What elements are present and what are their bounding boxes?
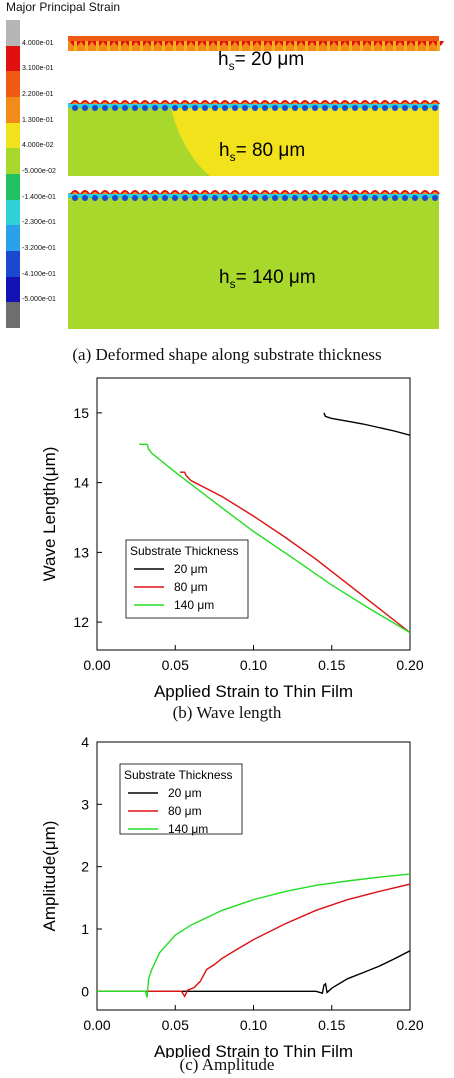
series-line — [179, 471, 410, 634]
label-140um: hs= 140 μm — [219, 267, 316, 291]
contour-swatch — [6, 71, 20, 97]
series-line — [97, 950, 410, 995]
legend-item-label: 80 μm — [168, 804, 202, 818]
contour-scale-label: 3.100e-01 — [22, 65, 54, 73]
chart-amplitude: 0.00 0.05 0.10 0.15 0.20 0 1 2 3 4 Applied Strain … — [40, 734, 424, 1058]
y-tick-label: 14 — [73, 475, 89, 491]
x-tick-label: 0.05 — [162, 657, 189, 673]
legend-item-label: 20 μm — [168, 786, 202, 800]
series-line — [139, 443, 410, 634]
x-tick-label: 0.20 — [396, 657, 423, 673]
model-140um — [68, 190, 440, 329]
y-tick-label: 3 — [81, 796, 89, 812]
y-axis-label: Wave Length(μm) — [40, 447, 59, 582]
y-tick-label: 1 — [81, 921, 89, 937]
contour-swatch — [6, 122, 20, 149]
label-20um: hs= 20 μm — [218, 49, 305, 73]
x-tick-label: 0.00 — [83, 657, 110, 673]
contour-swatch — [6, 302, 20, 328]
contour-scale-label: -3.200e-01 — [22, 245, 56, 252]
y-tick-label: 2 — [81, 859, 89, 875]
y-tick-label: 4 — [81, 734, 89, 750]
contour-scale-labels: 4.000e-01 3.100e-01 2.200e-01 1.300e-01 4.00… — [22, 20, 66, 328]
label-80um: hs= 80 μm — [219, 140, 306, 164]
series-line — [97, 873, 410, 998]
y-tick-label: 12 — [73, 614, 89, 630]
x-tick-label: 0.10 — [240, 657, 267, 673]
contour-swatch — [6, 276, 20, 303]
panel-a: Major Principal Strain 4.000e-01 3.100e-0… — [0, 0, 454, 370]
model-80um — [68, 100, 440, 176]
y-tick-label: 0 — [81, 983, 89, 999]
contour-scale-label: -4.100e-01 — [22, 270, 56, 278]
contour-swatch — [6, 199, 20, 226]
chart-wave-length: 0.00 0.05 0.10 0.15 0.20 12 13 14 15 Applied Stra… — [40, 377, 424, 701]
model-20um — [68, 36, 444, 51]
contour-swatch — [6, 174, 20, 200]
legend-item-label: 20 μm — [174, 562, 208, 576]
contour-scale-label: -2.300e-01 — [22, 219, 56, 227]
y-axis-label: Amplitude(μm) — [40, 821, 59, 932]
x-tick-label: 0.05 — [162, 1017, 189, 1033]
y-tick-label: 13 — [73, 544, 89, 560]
x-tick-label: 0.20 — [396, 1017, 423, 1033]
contour-scale-label: 4.000e-02 — [22, 142, 54, 150]
legend-item-label: 80 μm — [174, 580, 208, 594]
deformed-shapes — [68, 36, 444, 329]
contour-scale-label: 4.000e-01 — [22, 39, 54, 47]
contour-scale-label: -5.000e-02 — [22, 168, 56, 175]
x-tick-label: 0.15 — [318, 1017, 345, 1033]
contour-swatch — [6, 45, 20, 72]
legend-box — [119, 763, 243, 835]
contour-swatch — [6, 148, 20, 174]
contour-scale-label: 1.300e-01 — [22, 116, 54, 124]
contour-swatch — [6, 251, 20, 277]
y-tick-label: 15 — [73, 405, 89, 421]
x-tick-label: 0.10 — [240, 1017, 267, 1033]
legend-title: Substrate Thickness — [124, 768, 233, 782]
contour-swatch — [6, 97, 20, 123]
series-line — [97, 883, 410, 998]
contour-swatch — [6, 20, 20, 46]
legend-title: Substrate Thickness — [130, 544, 239, 558]
x-axis-label: Applied Strain to Thin Film — [154, 1042, 353, 1058]
x-tick-label: 0.15 — [318, 657, 345, 673]
contour-scale-label: 2.200e-01 — [22, 91, 54, 98]
series-line — [323, 412, 410, 436]
x-axis-label: Applied Strain to Thin Film — [154, 682, 353, 701]
legend-item-label: 140 μm — [174, 598, 214, 612]
contour-swatch — [6, 225, 20, 251]
caption-a: (a) Deformed shape along substrate thick… — [72, 345, 382, 364]
contour-scale — [6, 20, 20, 328]
caption-b: (b) Wave length — [172, 703, 282, 722]
caption-c: (c) Amplitude — [179, 1055, 275, 1074]
contour-legend-title: Major Principal Strain — [6, 0, 121, 14]
contour-scale-label: -5.000e-01 — [22, 296, 56, 304]
x-tick-label: 0.00 — [83, 1017, 110, 1033]
legend-item-label: 140 μm — [168, 822, 208, 836]
contour-scale-label: -1.400e-01 — [22, 193, 56, 201]
